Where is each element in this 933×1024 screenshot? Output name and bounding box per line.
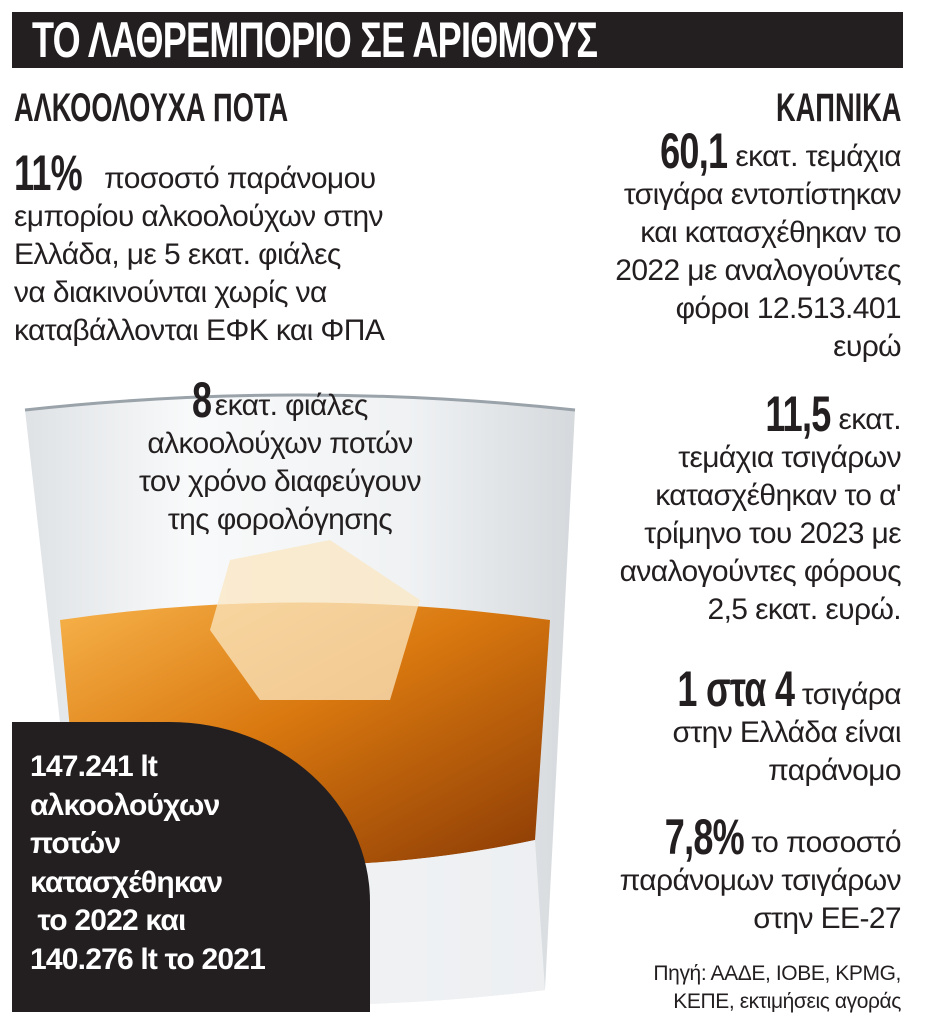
page-title: ΤΟ ΛΑΘΡΕΜΠΟΡΙΟ ΣΕ ΑΡΙΘΜΟΥΣ (32, 12, 598, 68)
source-note: Πηγή: ΑΑΔΕ, ΙΟΒΕ, KPMG, ΚΕΠΕ, εκτιμήσεις… (653, 962, 901, 1013)
stat-60-million: 60,1 εκατ. τεμάχια τσιγάρα εντοπίστηκαν … (615, 123, 901, 363)
stat-number: 11,5 (765, 386, 831, 442)
stat-number: 1 στα 4 (677, 661, 795, 717)
stat-number: 11% (14, 145, 83, 201)
stat-7-8-percent: 7,8% το ποσοστό παράνομων τσιγάρων στην … (619, 809, 902, 935)
stat-11-percent: 11% ποσοστό παράνομου εμπορίου αλκοολούχ… (14, 145, 385, 347)
ice-cube (210, 540, 420, 700)
stat-1-in-4: 1 στα 4 τσιγάρα στην Ελλάδα είναι παράνο… (672, 661, 901, 787)
alcohol-heading: ΑΛΚΟΟΛΟΥΧΑ ΠΟΤΑ (14, 86, 289, 130)
title-bar: ΤΟ ΛΑΘΡΕΜΠΟΡΙΟ ΣΕ ΑΡΙΘΜΟΥΣ (12, 12, 903, 68)
seizure-text: 147.241 lt αλκοολούχων ποτών κατασχέθηκαν τ… (30, 750, 266, 976)
stat-number: 60,1 (660, 123, 728, 179)
stat-8-million: 8 εκατ. φιάλες αλκοολούχων ποτών τον χρό… (139, 372, 422, 536)
tobacco-heading: ΚΑΠΝΙΚΑ (775, 86, 901, 130)
stat-11-5-million: 11,5 εκατ. τεμάχια τσιγάρων κατασχέθηκαν… (619, 386, 902, 626)
stat-number: 7,8% (664, 809, 744, 865)
stat-number: 8 (192, 372, 212, 428)
